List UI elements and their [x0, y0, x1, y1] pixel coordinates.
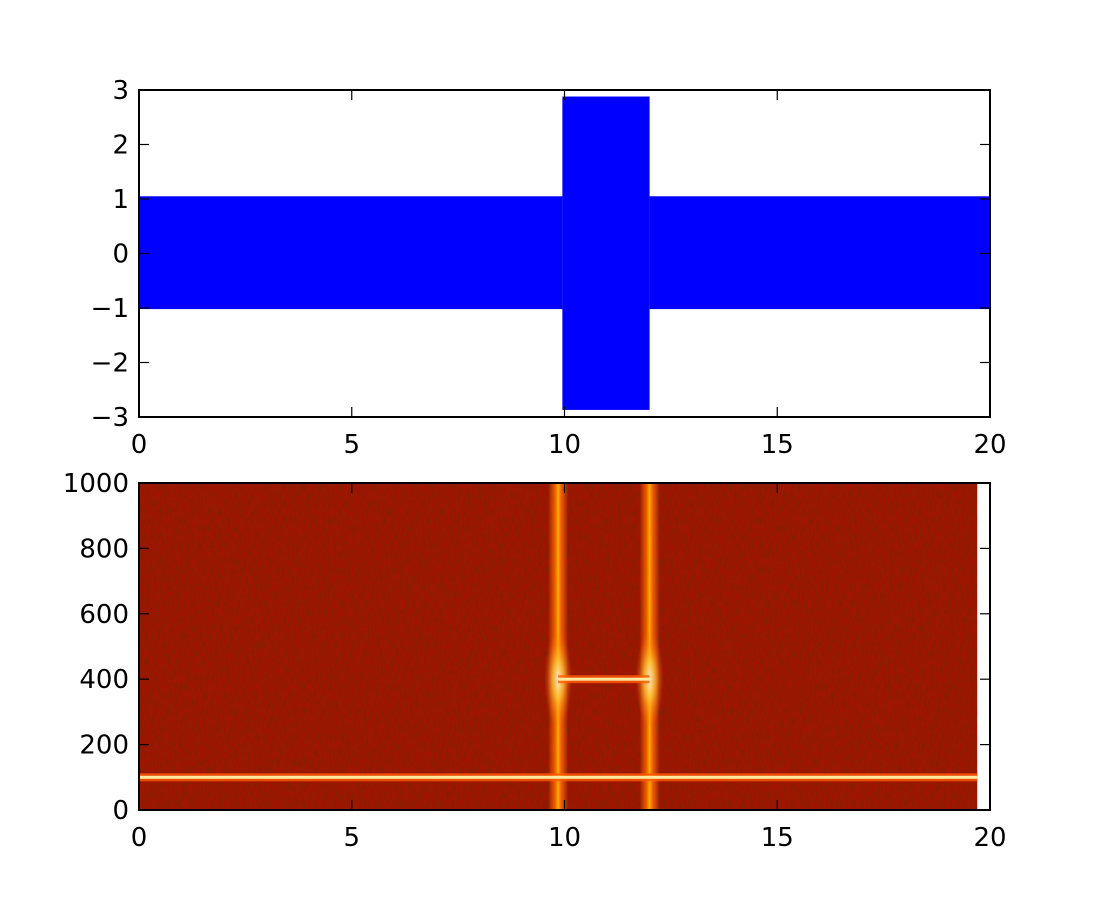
spectrogram-x-tick-label: 10: [548, 823, 581, 853]
spectrogram-x-tick-label: 5: [343, 823, 360, 853]
waveform-y-tick-label: −1: [91, 294, 129, 324]
spectrogram-y-tick-label: 1000: [63, 469, 129, 499]
spectrogram-x-tick-label: 20: [973, 823, 1006, 853]
waveform-y-tick-label: −2: [91, 349, 129, 379]
spectrogram-y-tick-label: 400: [79, 665, 129, 695]
spectrogram-y-tick-label: 600: [79, 600, 129, 630]
spectrogram-axes: 0 5 10 15 20 1000 800 600 400 200 0: [63, 469, 1007, 853]
waveform-x-tick-label: 0: [131, 430, 148, 460]
waveform-y-tick-label: 2: [112, 131, 129, 161]
spectrogram-ticks: 0 5 10 15 20 1000 800 600 400 200 0: [63, 469, 1007, 853]
waveform-x-tick-label: 10: [548, 430, 581, 460]
waveform-segment: [649, 196, 990, 310]
spectrogram-y-tick-label: 800: [79, 534, 129, 564]
spectrogram-x-tick-label: 0: [131, 823, 148, 853]
spectrogram-x-tick-label: 15: [761, 823, 794, 853]
waveform-plot-area: [139, 96, 990, 410]
spectrogram-y-tick-label: 200: [79, 731, 129, 761]
spectrogram-tone-line: [558, 677, 650, 681]
waveform-y-tick-label: 0: [112, 240, 129, 270]
waveform-segment: [562, 96, 650, 410]
waveform-y-tick-label: −3: [91, 403, 129, 433]
waveform-segment: [139, 196, 563, 310]
waveform-y-tick-label: 3: [112, 76, 129, 106]
spectrogram-tone-line: [139, 775, 978, 779]
spectrogram-y-tick-label: 0: [112, 796, 129, 826]
waveform-x-tick-label: 5: [343, 430, 360, 460]
waveform-y-tick-label: 1: [112, 185, 129, 215]
waveform-x-tick-label: 15: [761, 430, 794, 460]
waveform-x-tick-label: 20: [973, 430, 1006, 460]
spectrogram-plot-area: [139, 483, 978, 810]
